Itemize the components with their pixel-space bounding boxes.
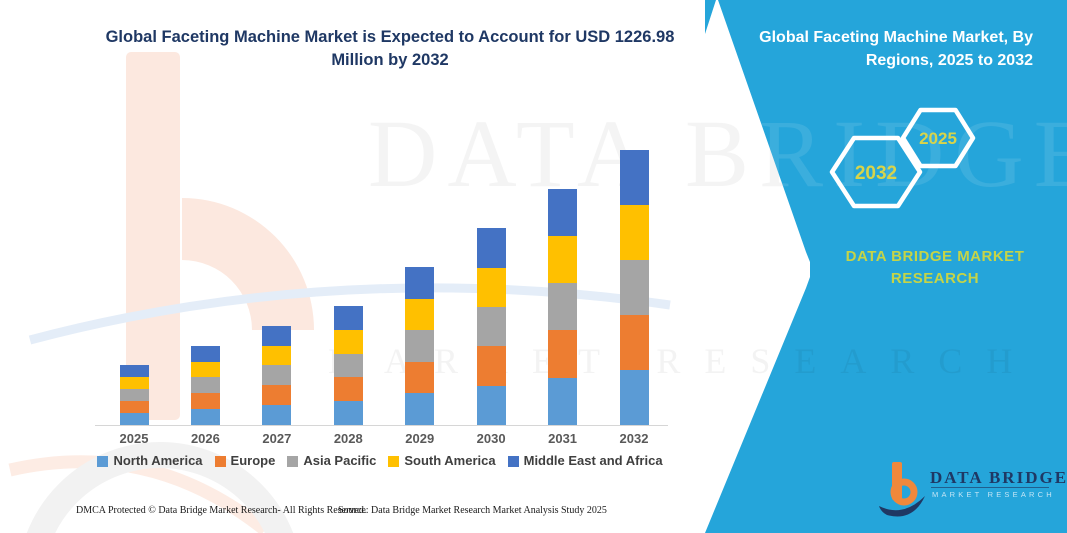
panel-heading: Global Faceting Machine Market, By Regio… — [705, 26, 1033, 72]
bar-segment-2026-middle-east-and-africa — [190, 346, 220, 362]
panel-heading-line1: Global Faceting Machine Market, By — [759, 29, 1033, 46]
bar-segment-2028-europe — [333, 377, 363, 402]
panel-edge-sliver — [705, 0, 716, 34]
x-axis-line — [95, 425, 668, 426]
logo-wordmark: DATA BRIDGE — [930, 468, 1067, 487]
bar-segment-2026-north-america — [190, 409, 220, 425]
page-title: Global Faceting Machine Market is Expect… — [40, 26, 740, 72]
bar-segment-2026-south-america — [190, 361, 220, 378]
x-axis-label-2030: 2030 — [476, 431, 506, 446]
x-axis-label-2028: 2028 — [333, 431, 363, 446]
hexagons-icon — [829, 107, 976, 209]
hexagon-2032-icon — [829, 135, 923, 209]
bar-segment-2030-middle-east-and-africa — [476, 228, 506, 268]
bar-segment-2029-middle-east-and-africa — [405, 266, 435, 299]
legend-label: South America — [404, 453, 496, 468]
bar-segment-2031-middle-east-and-africa — [548, 188, 578, 237]
data-bridge-logo-icon — [879, 462, 925, 517]
legend-swatch-icon — [287, 455, 299, 467]
bar-segment-2029-asia-pacific — [405, 330, 435, 362]
legend-item-north-america: North America — [97, 453, 203, 468]
bar-segment-2029-south-america — [405, 298, 435, 331]
x-axis-label-2031: 2031 — [548, 431, 578, 446]
bar-segment-2028-north-america — [333, 401, 363, 425]
chart-legend: North America Europe Asia Pacific South Ame… — [82, 453, 678, 468]
legend-swatch-icon — [214, 455, 226, 467]
page-title-line1: Global Faceting Machine Market is Expect… — [105, 28, 675, 46]
hexagon-2025-icon — [900, 107, 976, 169]
bar-segment-2025-europe — [119, 401, 149, 414]
bar-segment-2030-north-america — [476, 385, 506, 425]
logo-subtitle: MARKET RESEARCH — [932, 490, 1055, 499]
bar-segment-2025-south-america — [119, 377, 149, 389]
logo-divider — [931, 487, 1049, 488]
logo-b-bowl-icon — [890, 478, 918, 506]
bar-segment-2027-middle-east-and-africa — [262, 325, 292, 346]
page-title-line2: Million by 2032 — [331, 51, 449, 69]
legend-label: Asia Pacific — [303, 453, 377, 468]
brand-name: DATA BRIDGE MARKET RESEARCH — [795, 246, 1067, 290]
bar-segment-2027-europe — [262, 385, 292, 406]
x-axis-label-2029: 2029 — [405, 431, 435, 446]
bar-segment-2032-europe — [619, 314, 649, 371]
bar-segment-2031-europe — [548, 330, 578, 378]
bar-segment-2031-asia-pacific — [548, 283, 578, 331]
bar-segment-2032-asia-pacific — [619, 260, 649, 315]
hexagon-2025-label: 2025 — [919, 129, 957, 148]
hexagon-2032-label: 2032 — [854, 163, 898, 184]
legend-swatch-icon — [388, 455, 400, 467]
watermark-b-stem-icon — [126, 52, 180, 420]
legend-swatch-icon — [507, 455, 519, 467]
x-axis-label-2027: 2027 — [262, 431, 292, 446]
brand-name-line1: DATA BRIDGE MARKET — [845, 248, 1025, 265]
bar-segment-2029-north-america — [405, 393, 435, 425]
legend-label: Middle East and Africa — [523, 453, 663, 468]
bar-segment-2027-asia-pacific — [262, 365, 292, 386]
legend-label: Europe — [230, 453, 276, 468]
bar-segment-2030-asia-pacific — [476, 307, 506, 347]
bar-segment-2027-north-america — [262, 405, 292, 425]
legend-item-middle-east-and-africa: Middle East and Africa — [507, 453, 663, 468]
bar-segment-2029-europe — [405, 361, 435, 394]
data-bridge-logo: DATA BRIDGE MARKET RESEARCH — [875, 458, 1066, 520]
bar-segment-2028-asia-pacific — [333, 353, 363, 378]
bar-segment-2030-europe — [476, 346, 506, 386]
brand-name-line2: RESEARCH — [890, 270, 980, 287]
x-axis-label-2032: 2032 — [619, 431, 649, 446]
bar-segment-2032-middle-east-and-africa — [619, 149, 649, 205]
bar-segment-2031-north-america — [548, 377, 578, 425]
legend-swatch-icon — [97, 455, 109, 467]
bar-segment-2025-middle-east-and-africa — [119, 364, 149, 378]
watermark-swoosh-icon — [28, 283, 671, 345]
bar-segment-2027-south-america — [262, 345, 292, 366]
panel-heading-line2: Regions, 2025 to 2032 — [865, 52, 1033, 69]
bar-segment-2028-middle-east-and-africa — [333, 305, 363, 330]
x-axis-label-2026: 2026 — [190, 431, 220, 446]
bar-segment-2025-north-america — [119, 413, 149, 425]
legend-item-asia-pacific: Asia Pacific — [287, 453, 376, 468]
bar-segment-2025-asia-pacific — [119, 388, 149, 401]
x-axis-label-2025: 2025 — [119, 431, 149, 446]
legend-item-south-america: South America — [388, 453, 496, 468]
bar-segment-2031-south-america — [548, 236, 578, 284]
bar-segment-2032-south-america — [619, 204, 649, 261]
watermark-circle-icon — [26, 442, 294, 533]
bar-segment-2026-asia-pacific — [190, 377, 220, 394]
logo-d-swoosh-icon — [879, 496, 925, 517]
legend-item-europe: Europe — [214, 453, 276, 468]
source-note: Source: Data Bridge Market Research Mark… — [338, 505, 607, 516]
legend-label: North America — [113, 453, 203, 468]
bar-segment-2026-europe — [190, 393, 220, 410]
bar-segment-2032-north-america — [619, 370, 649, 425]
bar-segment-2028-south-america — [333, 329, 363, 354]
dmca-notice: DMCA Protected © Data Bridge Market Rese… — [76, 505, 367, 516]
bar-segment-2030-south-america — [476, 267, 506, 308]
